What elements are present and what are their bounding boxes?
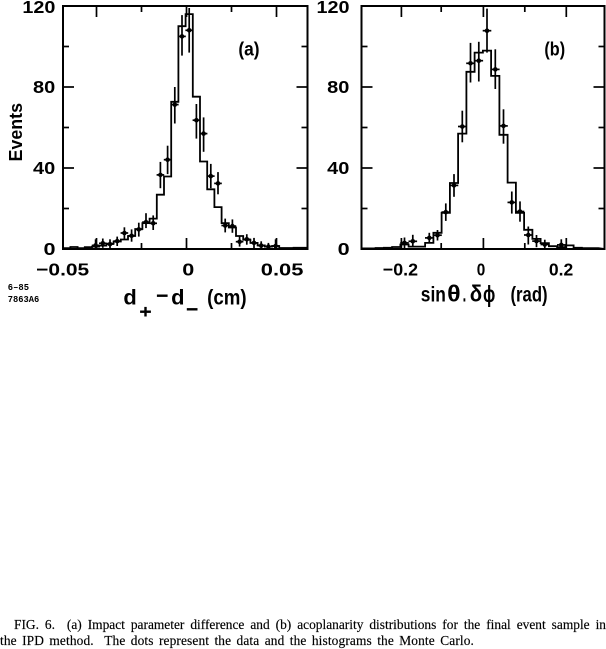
svg-text:40: 40 — [327, 158, 350, 178]
svg-text:d: d — [171, 287, 184, 310]
svg-text:(b): (b) — [544, 39, 565, 60]
svg-text:80: 80 — [33, 77, 56, 97]
svg-text:θ: θ — [447, 280, 461, 306]
svg-text:0: 0 — [338, 239, 350, 259]
svg-text:120: 120 — [22, 0, 55, 17]
svg-text:0.2: 0.2 — [549, 260, 574, 280]
svg-text:−0.2: −0.2 — [383, 260, 418, 280]
svg-text:−0.05: −0.05 — [36, 260, 89, 280]
svg-text:(a): (a) — [238, 39, 259, 60]
svg-text:δ: δ — [470, 280, 482, 306]
svg-text:6–85: 6–85 — [8, 283, 29, 293]
svg-text:d: d — [123, 287, 136, 310]
svg-text:0: 0 — [477, 260, 486, 280]
svg-text:7863A6: 7863A6 — [8, 295, 40, 305]
svg-text:ϕ: ϕ — [483, 281, 495, 307]
svg-text:40: 40 — [33, 158, 56, 178]
svg-text:0: 0 — [182, 260, 194, 280]
svg-text:0: 0 — [44, 239, 56, 259]
svg-text:(cm): (cm) — [207, 287, 247, 310]
svg-text:Events: Events — [5, 103, 26, 162]
svg-text:120: 120 — [317, 0, 350, 17]
svg-text:0.05: 0.05 — [261, 260, 304, 280]
svg-text:.: . — [463, 283, 467, 306]
svg-text:sin: sin — [421, 283, 446, 306]
svg-text:(rad): (rad) — [511, 283, 548, 306]
svg-text:80: 80 — [327, 77, 350, 97]
